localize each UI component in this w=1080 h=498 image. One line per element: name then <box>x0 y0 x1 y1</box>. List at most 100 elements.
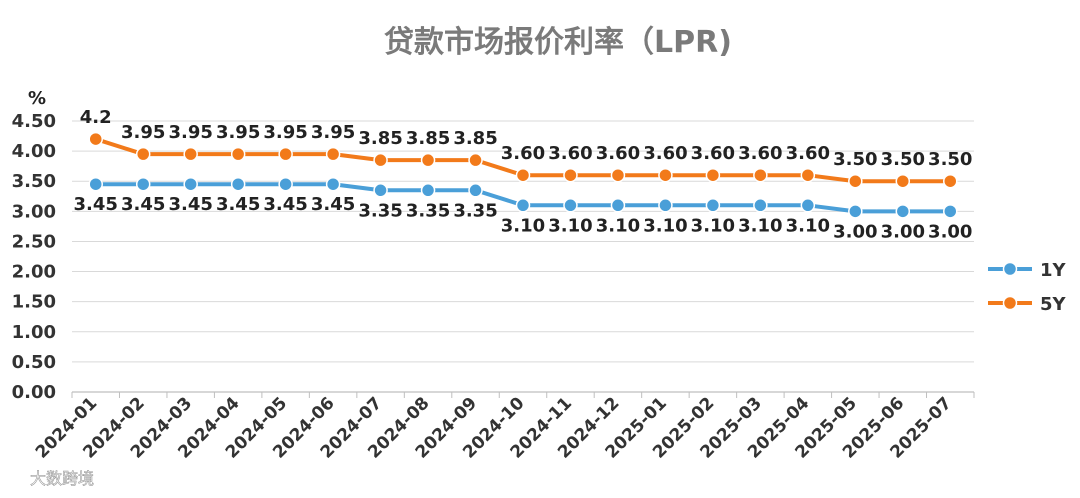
data-label-5y: 3.60 <box>643 143 687 164</box>
y-tick-label: 3.00 <box>12 201 56 222</box>
data-point-1y <box>468 183 483 198</box>
data-label-1y: 3.00 <box>928 221 972 242</box>
data-label-1y: 3.00 <box>881 221 925 242</box>
data-label-5y: 4.2 <box>80 107 112 128</box>
data-point-5y <box>943 173 958 189</box>
legend-label-1y: 1Y <box>1040 260 1067 281</box>
data-label-5y: 3.60 <box>738 143 782 164</box>
data-label-5y: 3.95 <box>121 122 165 143</box>
data-point-1y <box>515 198 531 213</box>
data-point-5y <box>135 146 151 162</box>
data-label-5y: 3.60 <box>691 143 735 164</box>
data-label-1y: 3.45 <box>311 194 355 215</box>
data-point-1y <box>848 204 863 219</box>
series-lines <box>88 131 958 219</box>
y-tick-label: 2.00 <box>12 262 56 283</box>
data-label-1y: 3.00 <box>833 221 877 242</box>
data-label-5y: 3.85 <box>358 128 402 149</box>
data-point-5y <box>325 146 341 162</box>
data-point-5y <box>705 167 721 183</box>
data-point-1y <box>753 198 768 213</box>
data-label-1y: 3.10 <box>738 215 782 236</box>
data-label-5y: 3.50 <box>928 149 972 170</box>
data-point-5y <box>230 146 246 162</box>
data-point-1y <box>325 176 341 192</box>
data-label-5y: 3.95 <box>216 122 260 143</box>
legend-label-5y: 5Y <box>1040 294 1067 315</box>
data-point-5y <box>610 167 626 183</box>
data-label-1y: 3.35 <box>358 200 402 221</box>
data-label-5y: 3.50 <box>881 149 925 170</box>
data-label-1y: 3.35 <box>406 200 450 221</box>
data-point-5y <box>848 173 863 189</box>
data-label-1y: 3.10 <box>643 215 687 236</box>
data-point-1y <box>88 176 103 192</box>
data-point-5y <box>800 167 816 183</box>
data-label-5y: 3.85 <box>406 128 450 149</box>
y-tick-label: 3.50 <box>12 171 56 192</box>
data-point-1y <box>183 176 198 192</box>
y-tick-label: 0.00 <box>12 382 56 403</box>
data-point-5y <box>468 152 483 168</box>
data-label-1y: 3.10 <box>691 215 735 236</box>
data-point-1y <box>420 183 436 198</box>
data-point-1y <box>135 176 151 192</box>
data-point-5y <box>183 146 198 162</box>
y-tick-label: 2.50 <box>12 231 56 252</box>
data-label-5y: 3.95 <box>168 122 212 143</box>
data-label-5y: 3.95 <box>263 122 307 143</box>
data-point-1y <box>895 204 911 219</box>
chart-title: 贷款市场报价利率（LPR) <box>384 25 732 60</box>
data-label-1y: 3.10 <box>786 215 830 236</box>
data-point-1y <box>230 176 246 192</box>
data-point-5y <box>753 167 768 183</box>
data-label-1y: 3.45 <box>263 194 307 215</box>
grid-lines <box>72 120 974 393</box>
data-point-1y <box>563 198 578 213</box>
data-point-5y <box>658 167 673 183</box>
data-labels: 3.45 3.45 3.45 3.45 3.45 3.45 3.35 3.35 3.353.10… <box>74 107 973 242</box>
data-point-5y <box>515 167 531 183</box>
data-label-1y: 3.45 <box>168 194 212 215</box>
data-label-1y: 3.10 <box>548 215 592 236</box>
data-label-1y: 3.10 <box>596 215 640 236</box>
data-point-1y <box>800 198 816 213</box>
legend-marker-1y <box>1002 261 1018 277</box>
data-point-1y <box>658 198 673 213</box>
data-label-5y: 3.60 <box>548 143 592 164</box>
y-tick-label: 0.50 <box>12 352 56 373</box>
legend-marker-5y <box>1002 295 1018 311</box>
data-label-1y: 3.45 <box>216 194 260 215</box>
data-label-5y: 3.60 <box>501 143 545 164</box>
legend: 1Y 5Y <box>988 260 1067 315</box>
data-label-1y: 3.45 <box>74 194 118 215</box>
data-point-5y <box>895 173 911 189</box>
data-point-1y <box>610 198 626 213</box>
y-tick-label: 1.50 <box>12 292 56 313</box>
watermark-logo-icon <box>8 469 26 487</box>
watermark: 大数跨境 <box>8 469 94 488</box>
data-label-5y: 3.60 <box>596 143 640 164</box>
data-label-1y: 3.10 <box>501 215 545 236</box>
data-label-5y: 3.95 <box>311 122 355 143</box>
data-point-5y <box>373 152 388 168</box>
y-tick-label: 4.50 <box>12 111 56 132</box>
data-point-5y <box>420 152 436 168</box>
data-point-1y <box>373 183 388 198</box>
data-label-1y: 3.35 <box>453 200 497 221</box>
data-point-1y <box>943 204 958 219</box>
data-label-1y: 3.45 <box>121 194 165 215</box>
y-axis-unit: % <box>28 88 46 109</box>
watermark-text: 大数跨境 <box>30 469 94 488</box>
data-point-1y <box>705 198 721 213</box>
y-tick-label: 4.00 <box>12 141 56 162</box>
y-axis-ticks: 0.00 0.50 1.00 1.50 2.00 2.50 3.00 3.50 4.00 4.50 <box>12 111 56 403</box>
data-point-5y <box>88 131 103 147</box>
data-label-5y: 3.85 <box>453 128 497 149</box>
data-label-5y: 3.50 <box>833 149 877 170</box>
y-tick-label: 1.00 <box>12 322 56 343</box>
data-point-1y <box>278 176 293 192</box>
